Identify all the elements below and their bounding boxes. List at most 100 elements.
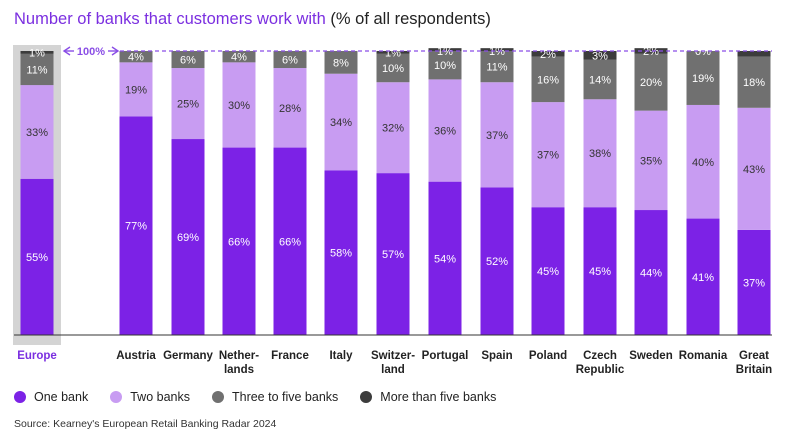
data-label-one-bank-switzerland: 57% xyxy=(382,249,404,261)
data-label-two-banks-portugal: 36% xyxy=(434,126,456,138)
bar-two-banks-portugal xyxy=(428,79,462,182)
category-label-switzerland-line1: Switzer- xyxy=(371,350,415,362)
data-label-one-bank-italy: 58% xyxy=(330,248,352,260)
bar-two-banks-france xyxy=(273,68,307,148)
bar-more-than-five-europe xyxy=(20,51,54,54)
data-label-more-than-five-switzerland: 1% xyxy=(385,47,401,59)
category-label-czechrepublic-line1: Czech xyxy=(583,350,617,362)
bar-one-bank-switzerland xyxy=(376,173,410,335)
bar-two-banks-switzerland xyxy=(376,82,410,174)
bar-three-to-five-romania xyxy=(686,51,720,105)
category-label-france: France xyxy=(271,350,309,362)
data-label-one-bank-france: 66% xyxy=(279,236,301,248)
category-label-czechrepublic-line2: Republic xyxy=(576,364,625,376)
bar-three-to-five-europe xyxy=(20,53,54,86)
bar-more-than-five-greatbritain xyxy=(737,51,771,57)
bar-three-to-five-switzerland xyxy=(376,53,410,83)
data-label-two-banks-sweden: 35% xyxy=(640,155,662,167)
legend-swatch-more-than-five xyxy=(360,391,373,403)
data-label-three-to-five-italy: 8% xyxy=(333,57,349,69)
category-label-italy: Italy xyxy=(329,350,353,362)
category-label-europe: Europe xyxy=(17,350,57,362)
category-label-sweden: Sweden xyxy=(629,350,672,362)
legend-item-two-banks: Two banks xyxy=(110,390,190,404)
category-label-germany: Germany xyxy=(163,350,213,362)
legend-label-two-banks: Two banks xyxy=(130,390,190,404)
data-label-three-to-five-europe: 11% xyxy=(26,64,47,76)
bar-three-to-five-portugal xyxy=(428,51,462,80)
data-label-three-to-five-austria: 4% xyxy=(128,52,144,64)
bar-one-bank-europe xyxy=(20,178,54,335)
bar-two-banks-romania xyxy=(686,104,720,219)
data-label-one-bank-sweden: 44% xyxy=(640,268,662,280)
legend-item-one-bank: One bank xyxy=(14,390,88,404)
bar-two-banks-czechrepublic xyxy=(583,99,617,208)
bar-three-to-five-czechrepublic xyxy=(583,59,617,100)
legend-item-more-than-five: More than five banks xyxy=(360,390,496,404)
category-label-switzerland-line2: land xyxy=(381,364,405,376)
data-label-two-banks-switzerland: 32% xyxy=(382,123,404,135)
bar-two-banks-netherlands xyxy=(222,62,256,148)
category-label-romania: Romania xyxy=(679,350,728,362)
bar-three-to-five-austria xyxy=(119,51,153,63)
data-label-one-bank-spain: 52% xyxy=(486,256,508,268)
category-label-greatbritain-line2: Britain xyxy=(736,364,772,376)
data-label-more-than-five-europe: 1% xyxy=(29,47,45,59)
stacked-bar-chart: 55% 33% 11% 1% Europe 77% 19% 4% Austria 69% 25% 6%… xyxy=(13,45,772,376)
bar-three-to-five-sweden xyxy=(634,53,668,111)
data-label-one-bank-poland: 45% xyxy=(537,266,559,278)
data-label-one-bank-romania: 41% xyxy=(692,272,714,284)
data-label-one-bank-czechrepublic: 45% xyxy=(589,266,611,278)
bar-one-bank-netherlands xyxy=(222,147,256,335)
data-label-three-to-five-spain: 11% xyxy=(486,62,507,74)
legend-item-three-to-five: Three to five banks xyxy=(211,390,339,404)
data-label-more-than-five-spain: 1% xyxy=(489,46,505,58)
data-label-two-banks-poland: 37% xyxy=(537,150,559,162)
bar-one-bank-france xyxy=(273,147,307,335)
bar-three-to-five-netherlands xyxy=(222,51,256,63)
bar-one-bank-poland xyxy=(531,207,565,335)
data-label-two-banks-spain: 37% xyxy=(486,130,508,142)
data-label-two-banks-italy: 34% xyxy=(330,117,352,129)
legend-label-more-than-five: More than five banks xyxy=(380,390,497,404)
category-label-austria: Austria xyxy=(116,350,156,362)
bar-three-to-five-italy xyxy=(324,51,358,74)
data-label-one-bank-portugal: 54% xyxy=(434,253,456,265)
data-label-more-than-five-czechrepublic: 3% xyxy=(592,50,608,62)
data-label-three-to-five-portugal: 10% xyxy=(434,60,456,72)
bar-one-bank-italy xyxy=(324,170,358,335)
data-label-three-to-five-poland: 16% xyxy=(537,74,559,86)
bar-three-to-five-greatbritain xyxy=(737,56,771,108)
bar-more-than-five-spain xyxy=(480,48,514,51)
data-label-two-banks-greatbritain: 43% xyxy=(743,164,765,176)
data-label-one-bank-europe: 55% xyxy=(26,252,48,264)
data-label-three-to-five-czechrepublic: 14% xyxy=(589,74,611,86)
bar-one-bank-greatbritain xyxy=(737,229,771,335)
bar-more-than-five-portugal xyxy=(428,48,462,51)
data-label-two-banks-romania: 40% xyxy=(692,157,714,169)
category-label-poland: Poland xyxy=(529,350,567,362)
bar-two-banks-austria xyxy=(119,62,153,117)
legend-label-three-to-five: Three to five banks xyxy=(231,390,339,404)
legend: One bank Two banks Three to five banks M… xyxy=(14,390,496,404)
source-note: Source: Kearney's European Retail Bankin… xyxy=(14,418,277,430)
data-label-two-banks-netherlands: 30% xyxy=(228,100,250,112)
data-label-three-to-five-switzerland: 10% xyxy=(382,63,404,75)
data-label-two-banks-austria: 19% xyxy=(125,84,147,96)
chart-title-suffix: (% of all respondents) xyxy=(330,10,491,28)
bar-more-than-five-switzerland xyxy=(376,51,410,54)
chart-title: Number of banks that customers work with… xyxy=(14,10,491,29)
data-label-more-than-five-poland: 2% xyxy=(540,49,556,61)
bar-two-banks-europe xyxy=(20,85,54,179)
legend-label-one-bank: One bank xyxy=(34,390,89,404)
data-label-more-than-five-sweden: 2% xyxy=(643,46,659,58)
category-label-netherlands-line1: Nether- xyxy=(219,350,259,362)
bar-more-than-five-czechrepublic xyxy=(583,51,617,60)
category-label-greatbritain-line1: Great xyxy=(739,350,769,362)
bar-one-bank-germany xyxy=(171,139,205,335)
bar-two-banks-sweden xyxy=(634,110,668,211)
bar-three-to-five-poland xyxy=(531,56,565,103)
data-label-three-to-five-germany: 6% xyxy=(180,55,196,67)
chart-title-main: Number of banks that customers work with xyxy=(14,10,326,28)
data-label-three-to-five-sweden: 20% xyxy=(640,77,662,89)
